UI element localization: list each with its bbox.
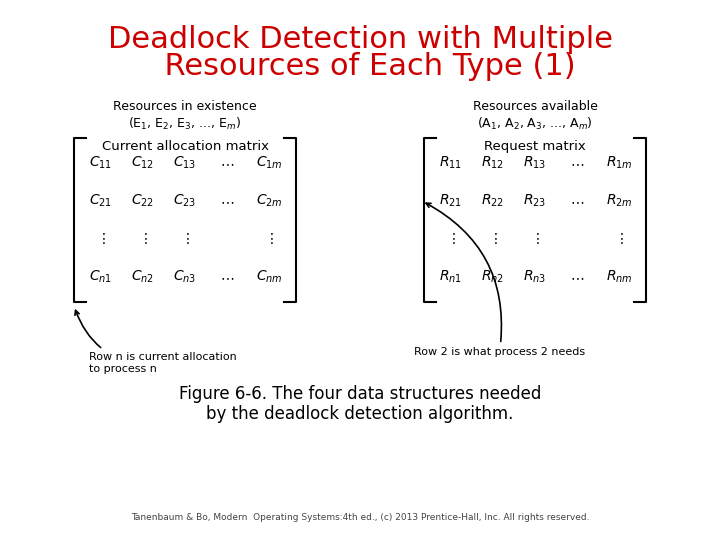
- Text: $\vdots$: $\vdots$: [446, 232, 456, 246]
- Text: Tanenbaum & Bo, Modern  Operating Systems:4th ed., (c) 2013 Prentice-Hall, Inc. : Tanenbaum & Bo, Modern Operating Systems…: [131, 513, 589, 522]
- Text: $R_{n3}$: $R_{n3}$: [523, 269, 546, 285]
- Text: $\cdots$: $\cdots$: [570, 156, 584, 170]
- Text: $R_{2m}$: $R_{2m}$: [606, 193, 632, 209]
- Text: $\vdots$: $\vdots$: [488, 232, 498, 246]
- Text: $\cdots$: $\cdots$: [570, 270, 584, 284]
- Text: $\cdots$: $\cdots$: [220, 194, 234, 208]
- Text: $\vdots$: $\vdots$: [530, 232, 540, 246]
- Text: $R_{n2}$: $R_{n2}$: [482, 269, 505, 285]
- Text: $\cdots$: $\cdots$: [570, 194, 584, 208]
- Text: $R_{13}$: $R_{13}$: [523, 155, 546, 171]
- Text: $C_{n3}$: $C_{n3}$: [174, 269, 197, 285]
- Text: $R_{22}$: $R_{22}$: [482, 193, 505, 209]
- Text: (E$_1$, E$_2$, E$_3$, ..., E$_m$): (E$_1$, E$_2$, E$_3$, ..., E$_m$): [128, 116, 241, 132]
- Text: (A$_1$, A$_2$, A$_3$, ..., A$_m$): (A$_1$, A$_2$, A$_3$, ..., A$_m$): [477, 116, 593, 132]
- Text: $R_{11}$: $R_{11}$: [439, 155, 462, 171]
- Text: $R_{23}$: $R_{23}$: [523, 193, 546, 209]
- Text: Deadlock Detection with Multiple: Deadlock Detection with Multiple: [107, 25, 613, 54]
- Text: $\vdots$: $\vdots$: [614, 232, 624, 246]
- Text: $R_{21}$: $R_{21}$: [439, 193, 462, 209]
- Text: Resources in existence: Resources in existence: [113, 100, 257, 113]
- Text: $\cdots$: $\cdots$: [220, 270, 234, 284]
- Text: Resources of Each Type (1): Resources of Each Type (1): [145, 52, 575, 81]
- Text: $\vdots$: $\vdots$: [138, 232, 148, 246]
- Text: $C_{22}$: $C_{22}$: [132, 193, 155, 209]
- Text: $C_{11}$: $C_{11}$: [89, 155, 112, 171]
- Text: $R_{12}$: $R_{12}$: [482, 155, 505, 171]
- Text: $C_{n2}$: $C_{n2}$: [132, 269, 155, 285]
- Text: $R_{nm}$: $R_{nm}$: [606, 269, 632, 285]
- Text: Row n is current allocation
to process n: Row n is current allocation to process n: [75, 310, 237, 374]
- Text: Resources available: Resources available: [472, 100, 598, 113]
- Text: Row 2 is what process 2 needs: Row 2 is what process 2 needs: [414, 203, 585, 357]
- Text: $R_{n1}$: $R_{n1}$: [439, 269, 462, 285]
- Text: $C_{n1}$: $C_{n1}$: [89, 269, 112, 285]
- Text: $\vdots$: $\vdots$: [96, 232, 106, 246]
- Text: $R_{1m}$: $R_{1m}$: [606, 155, 632, 171]
- Text: $C_{2m}$: $C_{2m}$: [256, 193, 282, 209]
- Text: $C_{23}$: $C_{23}$: [174, 193, 197, 209]
- Text: $\cdots$: $\cdots$: [220, 156, 234, 170]
- Text: by the deadlock detection algorithm.: by the deadlock detection algorithm.: [207, 405, 513, 423]
- Text: Figure 6-6. The four data structures needed: Figure 6-6. The four data structures nee…: [179, 385, 541, 403]
- Text: Request matrix: Request matrix: [484, 140, 586, 153]
- Text: $C_{13}$: $C_{13}$: [174, 155, 197, 171]
- Text: $C_{nm}$: $C_{nm}$: [256, 269, 282, 285]
- Text: $\vdots$: $\vdots$: [180, 232, 190, 246]
- Text: $\vdots$: $\vdots$: [264, 232, 274, 246]
- Text: Current allocation matrix: Current allocation matrix: [102, 140, 269, 153]
- Text: $C_{12}$: $C_{12}$: [132, 155, 155, 171]
- Text: $C_{21}$: $C_{21}$: [89, 193, 112, 209]
- Text: $C_{1m}$: $C_{1m}$: [256, 155, 282, 171]
